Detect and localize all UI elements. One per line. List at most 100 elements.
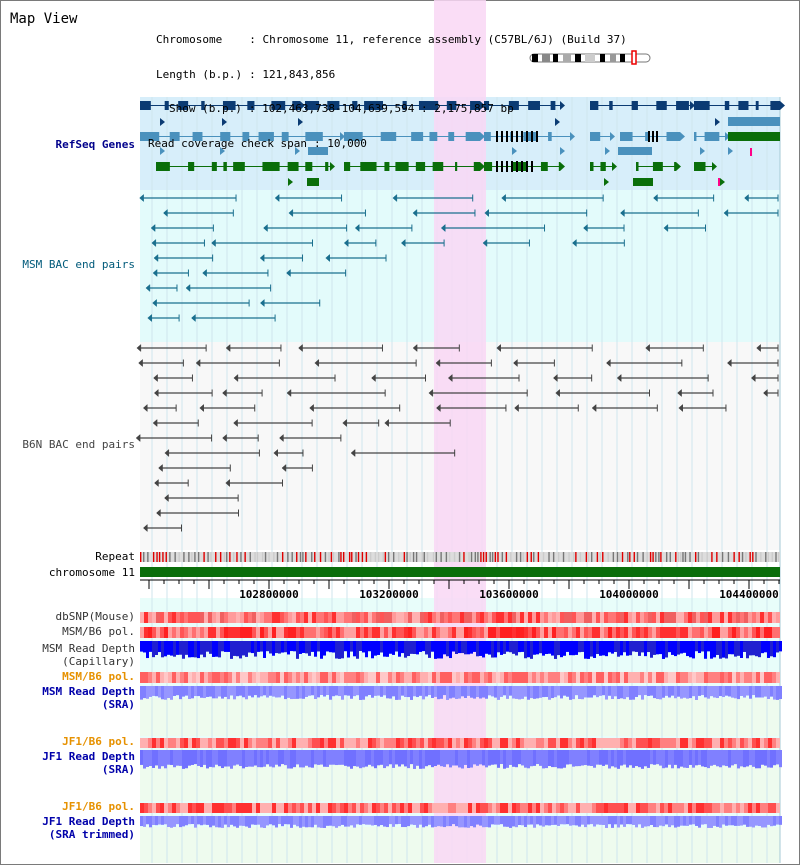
depth-bar [659,816,662,826]
heat-cell [156,803,160,813]
heat-cell [364,803,368,813]
heat-cell [564,803,568,813]
heat-cell [376,803,380,813]
heat-cell [768,612,772,623]
depth-bar [701,686,704,696]
depth-bar [623,641,626,653]
refseq-genes[interactable] [140,101,785,186]
depth-bar [569,816,572,826]
heat-cell [164,627,168,638]
depth-bar [338,816,341,827]
depth-bar [647,816,650,827]
depth-bar [173,686,176,696]
heat-cell [436,803,440,813]
depth-bar [380,750,383,765]
heat-cell [756,738,760,748]
depth-bar [470,686,473,698]
depth-bar [422,641,425,652]
bac-end-pair [150,223,214,233]
repeat-element [497,552,499,562]
depth-bar [593,686,596,696]
heat-cell [208,672,212,683]
heat-cell [580,738,584,748]
depth-bar [380,641,383,653]
heat-cell [448,672,452,683]
heat-cell [152,738,156,748]
depth-bar [524,686,527,697]
depth-bar [638,816,641,825]
bac-end-pair [435,358,492,368]
depth-bar [590,686,593,698]
repeat-element [384,552,387,562]
depth-bar [425,750,428,767]
depth-bar [713,641,716,658]
heat-cell [160,612,164,623]
repeat-element [302,552,304,562]
depth-bar [635,641,638,652]
gene-arrow [720,178,725,186]
chromosome-ideogram[interactable] [529,50,651,65]
heat-cell [728,803,732,813]
gene-arrow [288,178,293,186]
depth-bar [572,816,575,826]
heat-cell [612,803,616,813]
heat-cell [520,738,524,748]
repeat-element [319,552,322,562]
bac-end-pair [142,403,177,413]
b6n-bac-end-pairs[interactable] [135,343,779,533]
heat-cell [616,612,620,623]
heat-cell [372,612,376,623]
heat-cell [276,627,280,638]
track-label-msm-bac[interactable]: MSM BAC end pairs [22,258,135,271]
msm-bac-end-pairs[interactable] [139,193,779,323]
bac-end-pair [263,223,348,233]
track-label-b6n-bac[interactable]: B6N BAC end pairs [22,438,135,451]
heat-cell [320,803,324,813]
depth-bar [602,750,605,766]
depth-bar [215,816,218,828]
heat-cell [636,738,640,748]
depth-bar [734,686,737,699]
heat-cell [480,738,484,748]
heat-cell [188,672,192,683]
depth-bar [713,750,716,765]
heat-cell [184,803,188,813]
depth-bar [263,641,266,658]
depth-bar [254,686,257,696]
depth-bar [152,641,155,658]
depth-bar [206,686,209,697]
depth-bar [182,816,185,827]
depth-bar [221,750,224,769]
depth-bar [179,750,182,766]
depth-bar [293,641,296,652]
depth-bar [173,816,176,827]
heat-cell [508,803,512,813]
heat-cell [652,738,656,748]
depth-bar [392,750,395,768]
depth-bar [701,641,704,652]
repeat-element [599,552,601,562]
track-label-msm-depth-cap: MSM Read Depth [42,642,135,655]
gene-arrow [604,178,609,186]
heat-cell [288,612,292,623]
bac-end-pair [513,358,555,368]
depth-bar [296,686,299,699]
depth-bar [536,641,539,655]
heat-cell [616,672,620,683]
depth-bar [773,750,776,766]
depth-bar [761,686,764,698]
heat-cell [180,803,184,813]
depth-bar [395,686,398,700]
heat-cell [160,627,164,638]
heat-cell [160,803,164,813]
depth-bar [689,750,692,765]
heat-cell [356,627,360,638]
depth-bar [644,750,647,767]
track-label-refseq[interactable]: RefSeq Genes [55,138,135,151]
bac-end-pair [191,313,276,323]
heat-cell [348,738,352,748]
heat-cell [460,738,464,748]
heat-cell [440,612,444,623]
heat-cell [436,627,440,638]
